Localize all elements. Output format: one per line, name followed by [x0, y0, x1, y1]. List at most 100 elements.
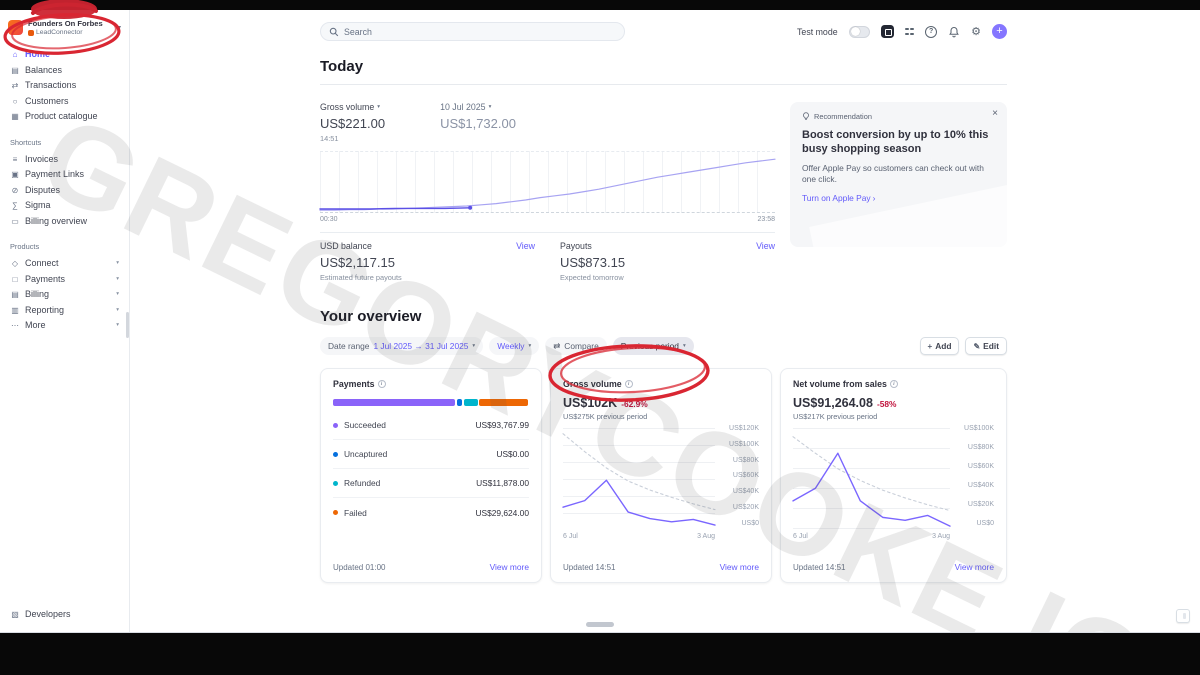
x-axis-end: 23:58	[757, 216, 775, 223]
chevron-down-icon: ▾	[116, 322, 119, 328]
info-icon[interactable]: i	[889, 380, 898, 388]
sidebar-item-balances[interactable]: ▤ Balances	[0, 63, 129, 79]
sidebar-item-developers[interactable]: ▧ Developers	[0, 607, 129, 623]
sidebar-item-connect[interactable]: ◇ Connect ▾	[0, 256, 129, 272]
sidebar-scrollbar[interactable]	[126, 312, 129, 338]
chart-line-current	[563, 480, 715, 525]
sidebar-item-payment-links[interactable]: ▣ Payment Links	[0, 167, 129, 183]
apps-grid-icon[interactable]	[904, 27, 915, 37]
chart-line-current	[793, 453, 950, 526]
close-icon[interactable]: ×	[992, 108, 998, 119]
legend-dot	[333, 422, 338, 428]
payments-view-more-link[interactable]: View more	[489, 562, 529, 572]
add-button[interactable]: + Add	[919, 337, 960, 355]
legend-label: Uncaptured	[344, 449, 388, 459]
usd-balance-view-link[interactable]: View	[516, 241, 535, 251]
sidebar-item-billing-overview[interactable]: ▭ Billing overview	[0, 214, 129, 230]
payments-card-title: Payments i	[333, 379, 529, 389]
sidebar-item-more[interactable]: ⋯ More ▾	[0, 318, 129, 334]
disputes-icon: ⊘	[11, 185, 19, 195]
net-volume-card-title: Net volume from sales i	[793, 379, 994, 389]
sidebar-item-invoices[interactable]: ≡ Invoices	[0, 152, 129, 168]
y-axis-label: US$0	[741, 519, 759, 527]
sidebar-item-product-catalogue[interactable]: ▦ Product catalogue	[0, 109, 129, 125]
gross-volume-view-more-link[interactable]: View more	[719, 562, 759, 572]
sidebar-nav-shortcuts: ≡ Invoices ▣ Payment Links ⊘ Disputes ∑ Sigma ▭ B…	[0, 152, 129, 230]
billing-icon: ▤	[11, 290, 19, 299]
gross-volume-previous: US$275K previous period	[563, 412, 648, 421]
edit-button[interactable]: ✎ Edit	[965, 337, 1007, 355]
payment-links-icon: ▣	[11, 170, 19, 179]
account-text: Founders On Forbes LeadConnector	[28, 19, 113, 36]
compare-filter[interactable]: ⇄ Compare	[545, 337, 607, 355]
sidebar-section-products: Products	[10, 242, 40, 251]
recommendation-card: × Recommendation Boost conversion by up …	[790, 102, 1007, 247]
account-switcher[interactable]: Founders On Forbes LeadConnector ▾	[0, 10, 129, 42]
net-volume-updated: Updated 14:51	[793, 562, 846, 572]
today-chart	[320, 151, 775, 213]
info-icon[interactable]: i	[377, 380, 386, 388]
interval-filter[interactable]: Weekly ▾	[489, 337, 540, 355]
balances-icon: ▤	[11, 65, 19, 75]
overview-actions: + Add ✎ Edit	[919, 337, 1007, 355]
bar-segment-succeeded	[333, 399, 456, 406]
sidebar-item-label: Customers	[25, 95, 69, 106]
sidebar-item-label: Billing overview	[25, 215, 88, 226]
date-range-filter[interactable]: Date range 1 Jul 2025 → 31 Jul 2025 ▾	[320, 337, 484, 355]
net-volume-previous: US$217K previous period	[793, 412, 878, 421]
x-axis-labels: 6 Jul 3 Aug	[793, 533, 950, 540]
overview-cards: Payments i Succeeded US$93,767.99 Uncapt…	[320, 368, 1007, 583]
y-axis-label: US$100K	[729, 440, 759, 448]
payments-icon: □	[12, 274, 18, 284]
help-icon[interactable]: ?	[925, 25, 938, 38]
compare-date-label[interactable]: 10 Jul 2025 ▾	[440, 102, 492, 112]
gross-volume-time: 14:51	[320, 134, 339, 143]
net-volume-chart-svg	[793, 428, 950, 530]
side-panel-toggle-icon[interactable]	[1176, 609, 1190, 623]
chevron-down-icon: ▾	[116, 275, 119, 282]
org-logo-icon	[28, 29, 34, 36]
date-range-value: 1 Jul 2025 → 31 Jul 2025	[373, 341, 469, 351]
sidebar-item-billing[interactable]: ▤ Billing ▾	[0, 287, 129, 303]
net-volume-view-more-link[interactable]: View more	[954, 562, 994, 572]
chart-line-yesterday	[320, 159, 775, 210]
search-input[interactable]	[344, 26, 616, 37]
legend-dot	[333, 451, 338, 457]
sidebar-item-customers[interactable]: ○ Customers	[0, 94, 129, 110]
chevron-down-icon: ▾	[682, 343, 686, 349]
bar-segment-failed	[479, 399, 528, 406]
sandbox-icon[interactable]	[880, 25, 894, 38]
chevron-down-icon: ▾	[116, 306, 119, 313]
legend-value: US$29,624.00	[475, 507, 529, 518]
y-axis-label: US$100K	[964, 425, 994, 432]
notifications-bell-icon[interactable]	[948, 26, 960, 38]
sidebar-item-home[interactable]: ⌂ Home	[0, 47, 129, 63]
sidebar-item-sigma[interactable]: ∑ Sigma	[0, 198, 129, 214]
sidebar: Founders On Forbes LeadConnector ▾ ⌂ Home…	[0, 10, 130, 632]
recommendation-cta-link[interactable]: Turn on Apple Pay ›	[802, 193, 876, 204]
home-icon: ⌂	[12, 50, 18, 59]
settings-gear-icon[interactable]: ⚙	[971, 26, 981, 38]
sidebar-item-label: Transactions	[25, 80, 77, 90]
y-axis-labels: US$120K US$100K US$80K US$60K US$40K US$20K US…	[715, 425, 759, 527]
create-plus-button[interactable]: +	[992, 24, 1007, 39]
gross-volume-value: US$221.00	[320, 116, 386, 131]
net-volume-card: Net volume from sales i US$91,264.08 -58…	[780, 368, 1007, 583]
y-axis-label: US$20K	[732, 504, 759, 512]
sidebar-item-reporting[interactable]: ▥ Reporting ▾	[0, 303, 129, 319]
chevron-right-icon: ›	[872, 193, 876, 204]
today-section: Gross volume ▾ US$221.00 14:51 10 Jul 20…	[320, 102, 1007, 282]
compare-period-filter[interactable]: Previous period ▾	[612, 337, 694, 355]
sidebar-item-transactions[interactable]: ⇄ Transactions	[0, 78, 129, 94]
gross-volume-label[interactable]: Gross volume ▾	[320, 102, 381, 112]
search-bar[interactable]	[320, 22, 625, 41]
chevron-down-icon: ▾	[377, 104, 381, 110]
pencil-icon: ✎	[973, 341, 981, 351]
test-mode-toggle[interactable]	[848, 25, 870, 38]
compare-date-metric: 10 Jul 2025 ▾ US$1,732.00	[440, 102, 516, 143]
sidebar-item-disputes[interactable]: ⊘ Disputes	[0, 183, 129, 199]
sidebar-item-payments[interactable]: □ Payments ▾	[0, 272, 129, 288]
payouts-view-link[interactable]: View	[756, 241, 775, 251]
horizontal-scrollbar-thumb[interactable]	[586, 622, 614, 627]
info-icon[interactable]: i	[624, 380, 633, 388]
